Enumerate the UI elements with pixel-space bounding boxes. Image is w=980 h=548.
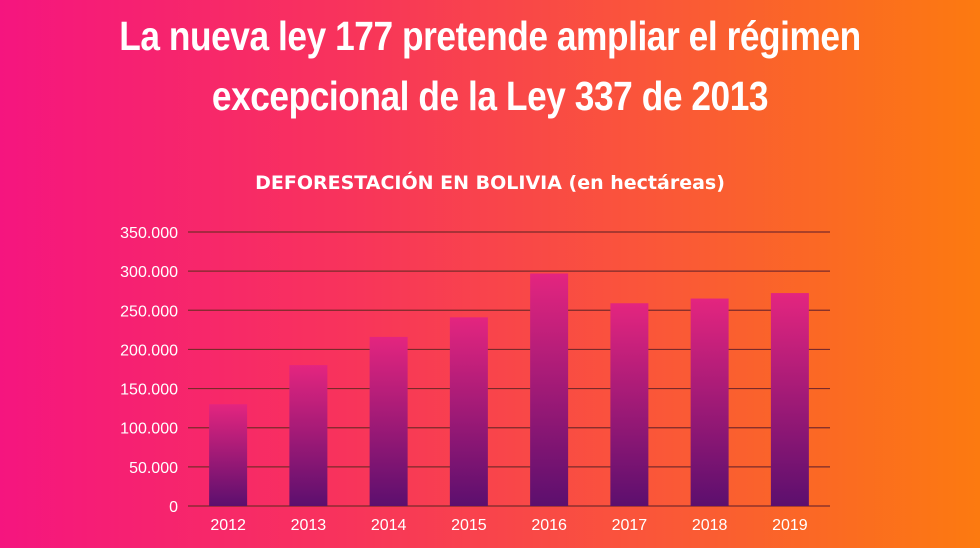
bar-2012 (209, 404, 248, 506)
x-tick-label: 2016 (531, 517, 567, 534)
bar-2018 (690, 298, 729, 506)
y-tick-label: 150.000 (120, 382, 178, 399)
bar-2013 (289, 365, 328, 506)
x-tick-label: 2017 (612, 517, 648, 534)
y-tick-label: 300.000 (120, 264, 178, 281)
x-tick-label: 2015 (451, 517, 487, 534)
x-tick-label: 2019 (772, 517, 808, 534)
y-tick-label: 50.000 (129, 460, 178, 477)
x-tick-label: 2012 (210, 517, 246, 534)
y-tick-label: 100.000 (120, 421, 178, 438)
chart-title: DEFORESTACIÓN EN BOLIVIA (en hectáreas) (255, 172, 725, 194)
y-axis-ticks: 0 50.000 100.000 150.000 200.000 250.000 300.0… (120, 225, 178, 516)
x-tick-label: 2013 (291, 517, 327, 534)
bar-2016 (530, 273, 569, 506)
headline-line-2: excepcional de la Ley 337 de 2013 (211, 73, 769, 119)
bar-2014 (369, 336, 408, 506)
bar-2015 (449, 317, 488, 506)
y-tick-label: 0 (169, 499, 178, 516)
bar-2017 (610, 303, 649, 506)
headline-line-1: La nueva ley 177 pretende ampliar el rég… (119, 13, 861, 59)
gridlines (188, 231, 830, 507)
y-tick-label: 200.000 (120, 342, 178, 359)
y-tick-label: 250.000 (120, 303, 178, 320)
y-tick-label: 350.000 (120, 225, 178, 242)
x-axis-ticks: 2012 2013 2014 2015 2016 2017 2018 2019 (210, 517, 807, 534)
bars (209, 273, 809, 506)
bar-2019 (770, 293, 809, 506)
headline: La nueva ley 177 pretende ampliar el rég… (69, 6, 912, 126)
x-tick-label: 2018 (692, 517, 728, 534)
x-tick-label: 2014 (371, 517, 407, 534)
